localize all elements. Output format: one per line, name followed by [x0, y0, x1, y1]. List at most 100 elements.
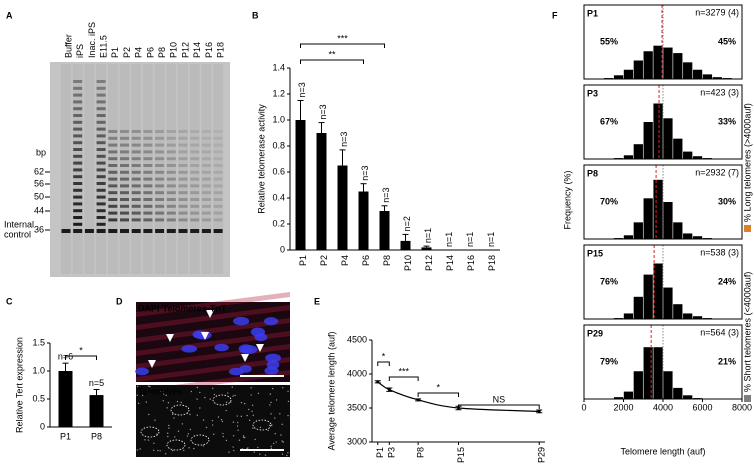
gel-band [143, 130, 153, 133]
gel-band [166, 136, 176, 140]
lane-label: P12 [180, 42, 190, 58]
gel-band [213, 136, 223, 140]
x-tick-label: P14 [445, 255, 455, 271]
gel-band [201, 157, 211, 161]
nucleus [254, 333, 268, 342]
size-unit-label: bp [36, 147, 46, 157]
gel-band [213, 204, 223, 208]
telomere-dot [252, 427, 254, 429]
n-label: n=1 [486, 232, 496, 247]
telomere-dot [271, 424, 273, 426]
histogram-bar [692, 156, 703, 159]
gel-band [120, 157, 129, 161]
gel-lane [142, 64, 153, 274]
gel-band [166, 184, 176, 188]
lane-label: P16 [204, 42, 214, 58]
telomere-dot [189, 413, 191, 416]
short-percent: 70% [600, 196, 618, 206]
significance-label: NS [493, 394, 506, 404]
x-tick-label: P15 [456, 447, 466, 463]
telomere-dot [281, 440, 283, 442]
gel-band [178, 143, 188, 147]
panel-frame [583, 164, 743, 240]
gel-band [213, 218, 223, 222]
gel-band [73, 154, 83, 158]
bar [58, 371, 73, 427]
gel-band [120, 130, 129, 133]
telomere-dot [222, 432, 224, 435]
x-tick-label: P8 [416, 447, 426, 458]
gel-band [96, 148, 106, 151]
histogram-bar [673, 387, 683, 399]
panel-frame [583, 244, 743, 320]
significance-label: * [382, 351, 386, 361]
bar [316, 133, 327, 250]
n-label: n=564 (3) [700, 327, 739, 337]
panel-label: P15 [587, 248, 603, 258]
y-axis-title: Average telomere length (auf) [326, 332, 336, 451]
telomere-dot [181, 423, 184, 425]
control-band [166, 229, 176, 233]
histogram-bar [643, 198, 653, 239]
gel-band [73, 182, 83, 185]
y-tick-label: 1.2 [272, 88, 285, 98]
gel-band [190, 177, 200, 181]
gel-band [131, 143, 141, 147]
panel-label: P8 [587, 168, 598, 178]
histogram-bar [633, 371, 643, 399]
panel-letter: A [6, 10, 13, 20]
telomere-dot [183, 449, 185, 452]
gel-band [96, 86, 106, 90]
gel-band [166, 143, 176, 147]
gel-lane [166, 64, 177, 274]
gel-band [166, 191, 176, 195]
control-band [155, 229, 165, 233]
gel-band [143, 164, 153, 167]
y-tick-label: 0.4 [272, 192, 285, 202]
nucleus [228, 367, 244, 376]
histogram-bar [663, 118, 673, 159]
y-tick-label: 3500 [347, 402, 367, 412]
gel-band [213, 143, 223, 147]
n-label: n=3 [318, 104, 328, 119]
telomere-dot [234, 394, 236, 397]
histogram-bar [623, 69, 634, 79]
gel-band [73, 86, 83, 90]
significance-label: * [79, 345, 83, 355]
gel-band [213, 191, 223, 195]
gel-band [201, 136, 211, 140]
histogram-bar [623, 313, 634, 319]
gel-band [178, 204, 188, 208]
telomere-dot [221, 420, 224, 423]
telomere-dot [230, 401, 232, 403]
histogram-bar [673, 53, 683, 79]
telomere-dot [270, 447, 273, 450]
gel-band [166, 164, 176, 167]
telomere-dot [177, 430, 180, 432]
short-percent: 79% [600, 356, 618, 366]
lane-label: P6 [145, 47, 155, 58]
n-label: n=1 [444, 232, 454, 247]
nucleus [181, 344, 198, 353]
telomere-dot [159, 390, 162, 393]
y-tick-label: 0.5 [32, 393, 45, 403]
telomere-dot [222, 435, 224, 438]
gel-band [120, 211, 129, 215]
telomere-dot [248, 408, 250, 411]
panel-letter: F [552, 10, 558, 20]
x-tick-label: P1 [60, 431, 71, 441]
significance-bracket [65, 355, 97, 360]
gel-band [131, 184, 141, 188]
gel-band [143, 204, 153, 208]
panel-label: P3 [587, 88, 598, 98]
telomere-dot [199, 391, 201, 394]
gel-band [73, 141, 83, 145]
histogram-bar [643, 122, 653, 159]
x-tick-label: P10 [403, 255, 413, 271]
gel-lane [201, 64, 212, 274]
significance-label: * [437, 382, 441, 392]
histogram-bar [673, 138, 683, 159]
gel-band [190, 164, 200, 167]
gel-band [96, 168, 106, 172]
gel-band [166, 211, 176, 215]
